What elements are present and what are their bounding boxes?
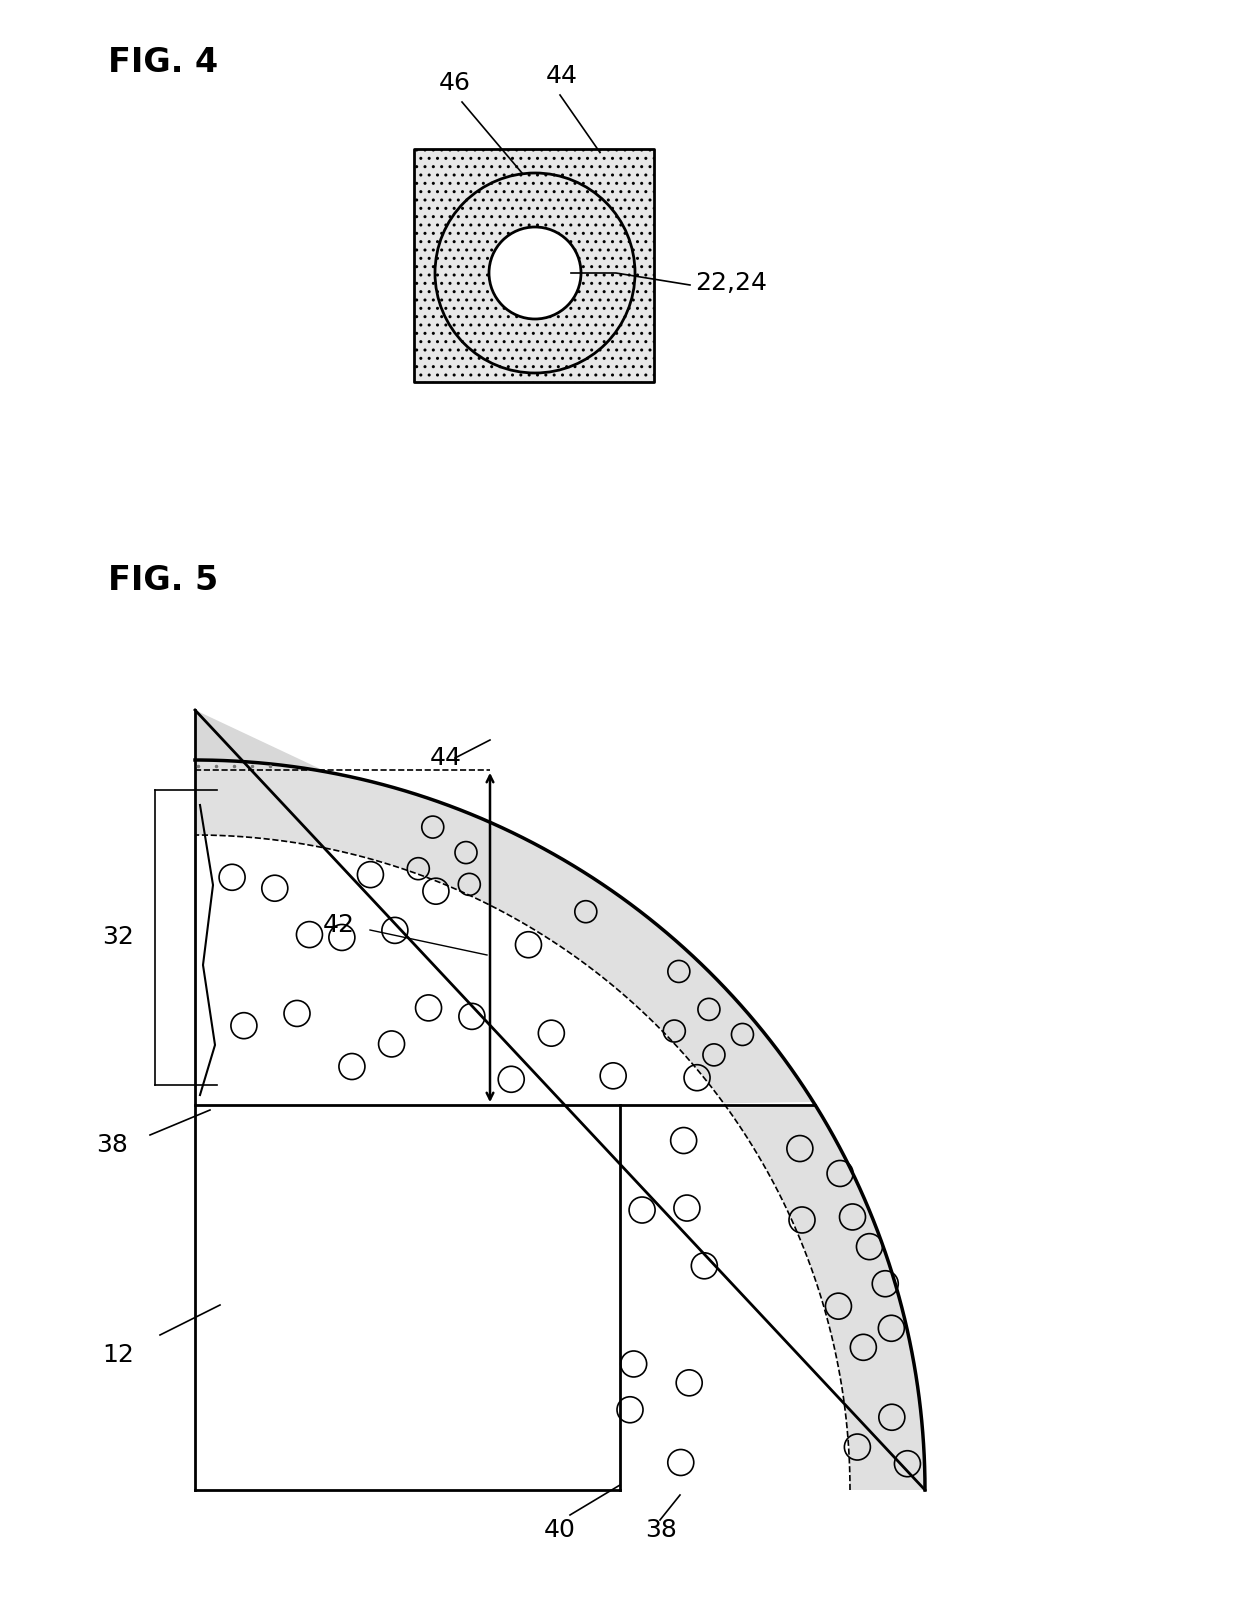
Text: 32: 32 (102, 926, 134, 949)
Text: 44: 44 (546, 63, 578, 88)
Polygon shape (727, 1106, 925, 1491)
Polygon shape (195, 710, 327, 772)
Text: FIG. 4: FIG. 4 (108, 45, 218, 79)
Polygon shape (195, 761, 813, 1103)
Text: 38: 38 (645, 1518, 677, 1543)
Text: 42: 42 (322, 913, 355, 938)
Text: 22,24: 22,24 (694, 271, 768, 295)
Text: 12: 12 (102, 1343, 134, 1367)
Circle shape (435, 174, 635, 373)
Circle shape (489, 227, 582, 320)
Text: 40: 40 (544, 1518, 575, 1543)
Polygon shape (414, 149, 653, 381)
Text: FIG. 5: FIG. 5 (108, 564, 218, 597)
Text: 44: 44 (430, 746, 463, 770)
Polygon shape (195, 770, 725, 1105)
Text: 46: 46 (439, 71, 471, 96)
Text: 38: 38 (95, 1134, 128, 1156)
Polygon shape (620, 1105, 849, 1491)
Polygon shape (195, 1105, 620, 1491)
